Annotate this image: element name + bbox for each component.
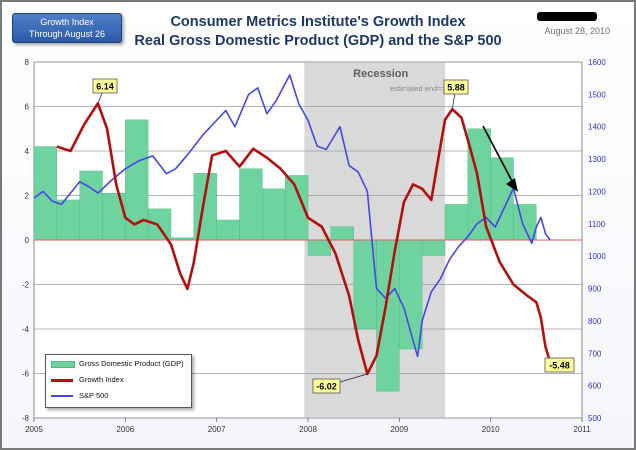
x-tick-label: 2007 [208, 425, 226, 434]
y2-tick-label: 500 [588, 414, 602, 423]
legend-swatch-growth-index [51, 379, 73, 382]
y-tick-label: -2 [22, 281, 30, 290]
y-tick-label: 8 [25, 58, 30, 67]
growth-index-badge: Growth Index Through August 26 [12, 13, 122, 43]
trend-arrow-head [506, 178, 518, 192]
y2-tick-label: 1400 [588, 123, 606, 132]
y2-tick-label: 1100 [588, 220, 606, 229]
gdp-bar [307, 239, 332, 256]
gdp-bar [330, 226, 354, 241]
gdp-bar [239, 168, 263, 241]
y-tick-label: 6 [25, 103, 30, 112]
x-tick-label: 2005 [25, 425, 43, 434]
y2-tick-label: 700 [588, 349, 602, 358]
callout-label-peak-2009: 5.88 [447, 83, 465, 93]
y-tick-label: -4 [22, 325, 30, 334]
y-tick-label: -6 [22, 370, 30, 379]
recession-label: Recession [353, 68, 408, 80]
gdp-bar [147, 208, 172, 241]
legend-swatch-sp500 [51, 395, 73, 397]
gdp-bar [262, 188, 286, 241]
gdp-bar [79, 170, 103, 241]
sp500-line [33, 74, 551, 358]
callout-label-latest-box [544, 357, 575, 373]
y2-tick-label: 1300 [588, 155, 606, 164]
gdp-bar [102, 193, 126, 241]
y2-tick-label: 600 [588, 382, 602, 391]
y2-tick-label: 1200 [588, 187, 606, 196]
y-tick-label: 2 [25, 192, 30, 201]
legend-label-gdp: Gross Domestic Product (GDP) [79, 359, 184, 368]
gdp-bar [421, 239, 446, 256]
growth-index-line [56, 102, 552, 376]
x-tick-label: 2006 [116, 425, 134, 434]
callout-label-trough-2008-box [312, 378, 341, 394]
badge-line-2: Through August 26 [28, 29, 106, 39]
gdp-bar [513, 204, 537, 241]
x-tick-label: 2008 [299, 425, 317, 434]
chart-legend: Gross Domestic Product (GDP) Growth Inde… [45, 354, 192, 408]
chart-title: Consumer Metrics Institute's Growth Inde… [170, 14, 466, 30]
y-tick-label: 0 [25, 236, 30, 245]
legend-label-sp500: S&P 500 [79, 391, 109, 400]
y-tick-label: 4 [25, 147, 30, 156]
redacted-mark [537, 12, 597, 21]
gdp-bar [444, 204, 469, 241]
x-tick-label: 2010 [482, 425, 500, 434]
gdp-bar [193, 173, 217, 241]
y2-tick-label: 1500 [588, 90, 606, 99]
trend-arrow-shaft [482, 125, 514, 184]
gdp-bar [490, 157, 514, 241]
callout-label-peak-2005: 6.14 [96, 82, 114, 92]
callout-label-peak-2005-box [92, 78, 118, 94]
gdp-bar [216, 219, 240, 241]
estimated-end-label: estimated end=> [390, 84, 446, 93]
y2-tick-label: 1000 [588, 252, 606, 261]
date-label: August 28, 2010 [544, 26, 610, 36]
y2-tick-label: 900 [588, 285, 602, 294]
gdp-bar [56, 199, 80, 241]
y2-tick-label: 800 [588, 317, 602, 326]
chart-subtitle: Real Gross Domestic Product (GDP) and th… [134, 33, 502, 49]
legend-label-growth-index: Growth Index [79, 375, 124, 384]
callout-label-latest: -5.48 [549, 361, 570, 371]
callout-label-peak-2009-box [443, 79, 469, 95]
callout-label-trough-2008: -6.02 [316, 382, 337, 392]
legend-swatch-gdp [51, 361, 75, 368]
x-tick-label: 2009 [390, 425, 408, 434]
badge-line-1: Growth Index [40, 17, 94, 27]
y2-tick-label: 1600 [588, 58, 606, 67]
y-tick-label: -8 [22, 414, 30, 423]
x-tick-label: 2011 [573, 425, 591, 434]
gdp-bar [376, 239, 400, 392]
